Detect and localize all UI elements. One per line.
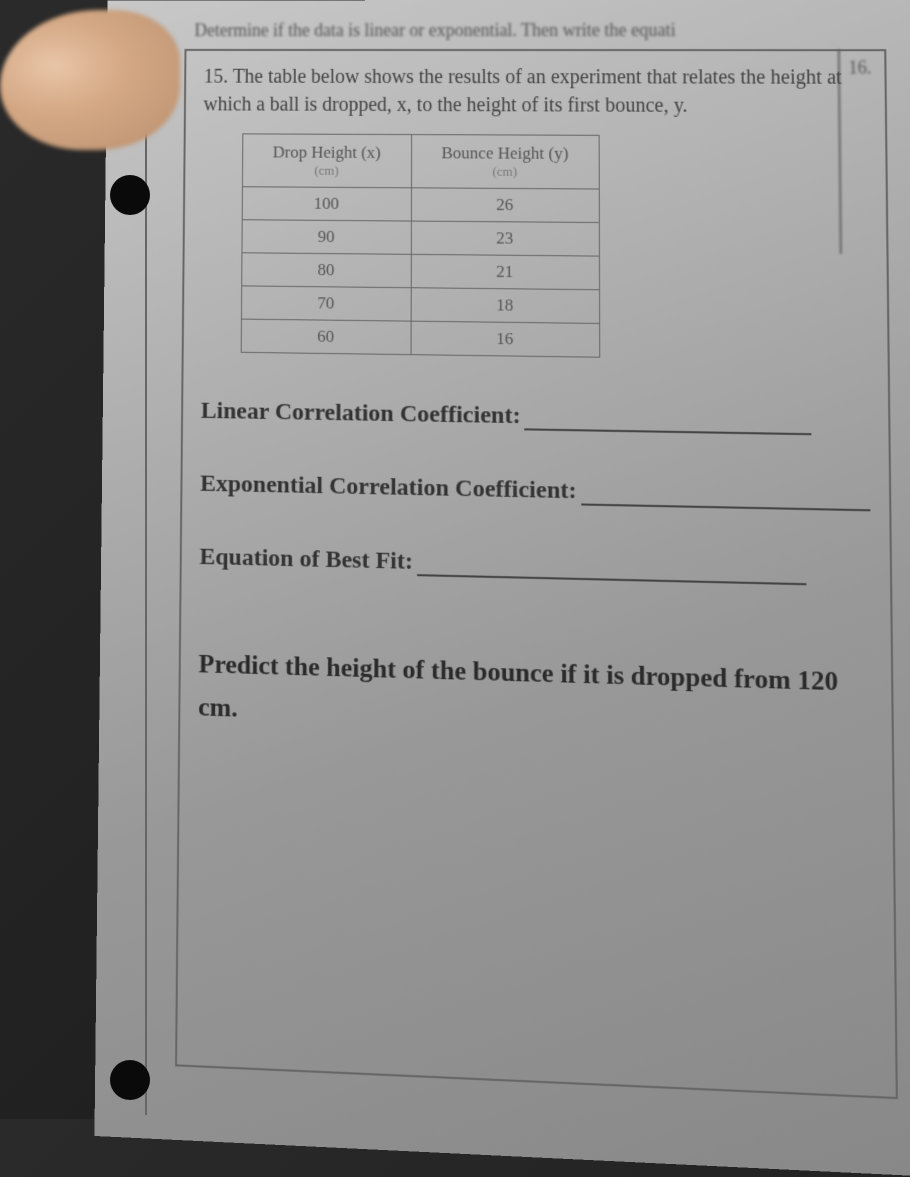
header-bounce-height: Bounce Height (y) (cm) — [411, 135, 599, 189]
problem-statement: 15. The table below shows the results of… — [203, 63, 866, 121]
exponential-coefficient-field: Exponential Correlation Coefficient: — [200, 470, 870, 511]
cell-y: 23 — [411, 221, 600, 256]
header-drop-height: Drop Height (x) (cm) — [242, 134, 411, 188]
equation-blank[interactable] — [417, 556, 806, 586]
table-row: 90 23 — [242, 220, 600, 256]
cell-y: 21 — [411, 254, 600, 289]
cell-y: 18 — [411, 288, 600, 324]
margin-line — [145, 55, 147, 1115]
equation-field: Equation of Best Fit: — [199, 544, 871, 587]
problem-number: 15. — [204, 66, 229, 88]
table-row: 70 18 — [241, 286, 599, 324]
predict-prompt: Predict the height of the bounce if it i… — [198, 643, 873, 749]
table-row: 100 26 — [242, 187, 599, 223]
cell-x: 60 — [241, 319, 410, 355]
punch-hole-top — [110, 175, 150, 215]
table-row: 60 16 — [241, 319, 600, 357]
cell-x: 80 — [242, 253, 411, 288]
linear-blank[interactable] — [525, 410, 812, 435]
cell-x: 70 — [241, 286, 410, 321]
table-header-row: Drop Height (x) (cm) Bounce Height (y) (… — [242, 134, 599, 189]
experiment-data-table: Drop Height (x) (cm) Bounce Height (y) (… — [241, 133, 601, 357]
cell-y: 26 — [411, 188, 599, 223]
finger-thumb — [0, 10, 180, 150]
exponential-blank[interactable] — [581, 485, 870, 511]
page-instruction: Determine if the data is linear or expon… — [194, 20, 886, 41]
problem-body: The table below shows the results of an … — [203, 66, 842, 117]
cell-y: 16 — [411, 321, 600, 357]
cell-x: 100 — [242, 187, 411, 221]
table-row: 80 21 — [242, 253, 600, 290]
linear-coefficient-field: Linear Correlation Coefficient: — [201, 398, 870, 437]
worksheet-paper: Determine if the data is linear or expon… — [94, 0, 910, 1177]
punch-hole-bottom — [110, 1060, 150, 1100]
problem-15-box: 16. 15. The table below shows the result… — [175, 49, 898, 1099]
cell-x: 90 — [242, 220, 411, 255]
